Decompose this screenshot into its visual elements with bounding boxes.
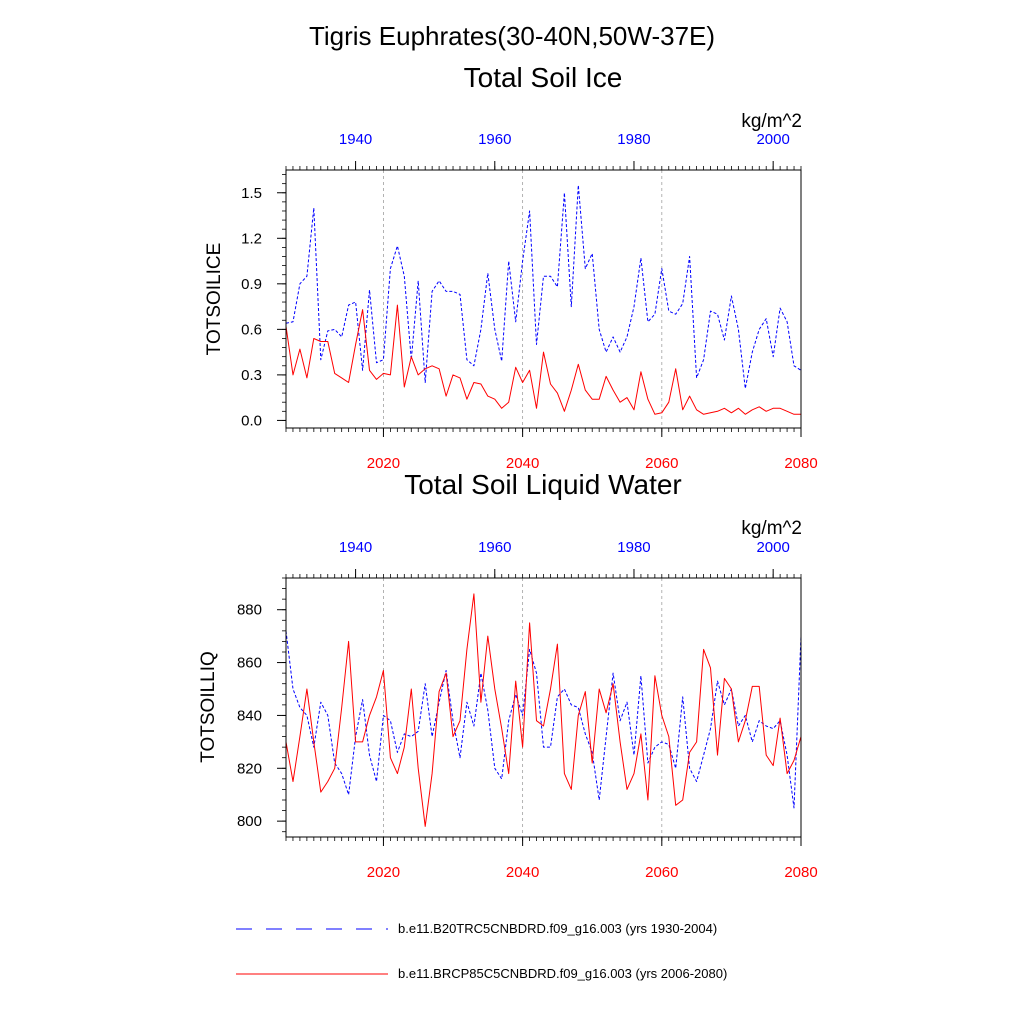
x-tick-label-top: 1980 bbox=[617, 539, 650, 556]
series-line-historical bbox=[286, 631, 801, 808]
x-tick-label-top: 1980 bbox=[617, 131, 650, 148]
x-tick-label-top: 1940 bbox=[339, 131, 372, 148]
panel-1-ylabel: TOTSOILICE bbox=[204, 243, 225, 356]
x-tick-label-bottom: 2080 bbox=[784, 864, 817, 881]
x-tick-label-top: 1940 bbox=[339, 539, 372, 556]
figure-title: Tigris Euphrates(30-40N,50W-37E) bbox=[309, 21, 715, 51]
x-tick-label-bottom: 2080 bbox=[784, 455, 817, 472]
plot-frame bbox=[286, 578, 801, 837]
panel-1-units: kg/m^2 bbox=[741, 111, 802, 132]
y-tick-label: 880 bbox=[237, 602, 262, 619]
y-tick-label: 0.9 bbox=[241, 276, 262, 293]
legend-label-historical: b.e11.B20TRC5CNBDRD.f09_g16.003 (yrs 193… bbox=[398, 921, 717, 936]
y-tick-label: 0.3 bbox=[241, 367, 262, 384]
figure: Tigris Euphrates(30-40N,50W-37E) Total S… bbox=[0, 0, 1024, 1024]
x-tick-label-top: 1960 bbox=[478, 539, 511, 556]
y-tick-label: 800 bbox=[237, 813, 262, 830]
y-tick-label: 820 bbox=[237, 760, 262, 777]
x-tick-label-bottom: 2040 bbox=[506, 864, 539, 881]
panel-1-title: Total Soil Ice bbox=[464, 62, 623, 93]
series-line-future bbox=[286, 305, 801, 414]
panel-1: 2020 2040 2060 2080 1940 1960 1980 2000 0.0 0.3 0.… bbox=[241, 131, 818, 472]
panel-2-ylabel: TOTSOILLIQ bbox=[198, 651, 219, 763]
x-tick-label-top: 2000 bbox=[756, 539, 789, 556]
x-tick-label-bottom: 2060 bbox=[645, 864, 678, 881]
x-tick-label-top: 1960 bbox=[478, 131, 511, 148]
x-tick-label-bottom: 2040 bbox=[506, 455, 539, 472]
legend-label-future: b.e11.BRCP85C5CNBDRD.f09_g16.003 (yrs 20… bbox=[398, 966, 727, 981]
x-tick-label-bottom: 2020 bbox=[367, 455, 400, 472]
y-tick-label: 0.0 bbox=[241, 412, 262, 429]
panel-2: 2020 2040 2060 2080 1940 1960 1980 2000 800 820 84… bbox=[237, 539, 818, 881]
y-tick-label: 1.5 bbox=[241, 185, 262, 202]
panel-2-title: Total Soil Liquid Water bbox=[404, 469, 682, 500]
series-line-future bbox=[286, 594, 801, 827]
x-tick-label-top: 2000 bbox=[756, 131, 789, 148]
y-tick-label: 860 bbox=[237, 655, 262, 672]
y-tick-label: 0.6 bbox=[241, 321, 262, 338]
panel-2-units: kg/m^2 bbox=[741, 518, 802, 539]
x-tick-label-bottom: 2020 bbox=[367, 864, 400, 881]
series-line-historical bbox=[286, 185, 801, 388]
x-tick-label-bottom: 2060 bbox=[645, 455, 678, 472]
y-tick-label: 1.2 bbox=[241, 230, 262, 247]
y-tick-label: 840 bbox=[237, 707, 262, 724]
plot-frame bbox=[286, 170, 801, 428]
